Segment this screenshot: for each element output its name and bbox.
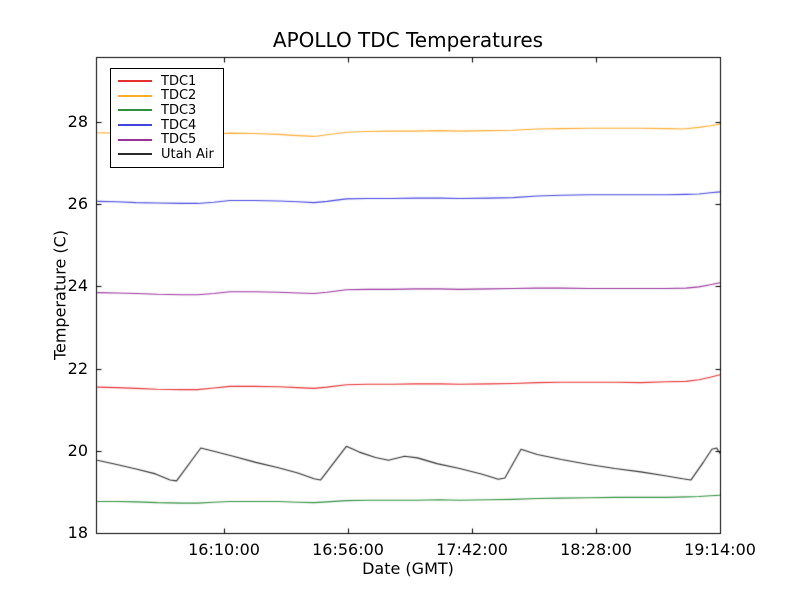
legend-line-sample [118, 124, 152, 127]
legend-item-tdc5: TDC5 [118, 132, 214, 147]
legend-label: TDC1 [161, 73, 197, 89]
legend-line-sample [118, 138, 152, 141]
y-tick-label: 28 [67, 111, 88, 131]
y-tick-label: 24 [67, 276, 88, 296]
x-tick-label: 19:14:00 [684, 540, 756, 559]
y-tick-label: 22 [67, 358, 88, 378]
legend-line-sample [118, 109, 152, 112]
legend-label: TDC5 [161, 132, 197, 148]
x-tick-label: 18:28:00 [560, 540, 632, 559]
legend-label: TDC3 [161, 102, 197, 118]
legend-label: TDC2 [161, 88, 197, 104]
y-tick-label: 18 [67, 523, 88, 542]
legend-item-tdc3: TDC3 [118, 103, 214, 118]
legend-line-sample [118, 94, 152, 97]
legend-label: TDC4 [161, 117, 197, 133]
legend-line-sample [118, 153, 152, 156]
legend: TDC1 TDC2 TDC3 TDC4 TDC5 Utah Air [110, 68, 224, 168]
x-tick-label: 16:56:00 [312, 540, 384, 559]
x-tick-label: 16:10:00 [188, 540, 260, 559]
legend-item-utah-air: Utah Air [118, 147, 214, 162]
legend-line-sample [118, 80, 152, 83]
legend-label: Utah Air [161, 146, 214, 162]
legend-item-tdc1: TDC1 [118, 74, 214, 89]
y-tick-label: 20 [67, 440, 88, 460]
y-tick-label: 26 [67, 194, 88, 214]
legend-item-tdc2: TDC2 [118, 89, 214, 104]
x-axis-label: Date (GMT) [362, 559, 454, 578]
chart-title: APOLLO TDC Temperatures [272, 28, 544, 52]
x-tick-label: 17:42:00 [436, 540, 508, 559]
legend-item-tdc4: TDC4 [118, 118, 214, 133]
